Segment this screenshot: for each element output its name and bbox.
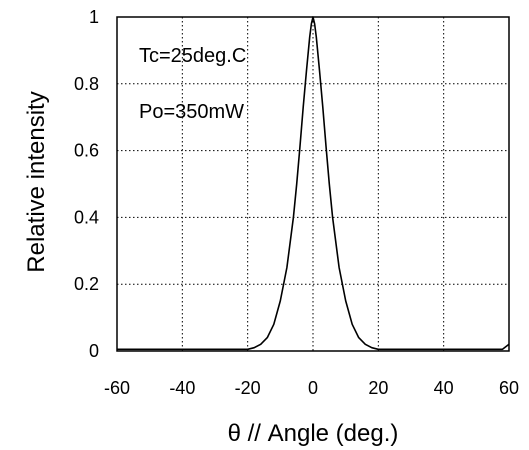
y-tick-label: 1 [89,7,99,27]
tick-labels: -60 -40 -20 0 20 40 60 0 0.2 0.4 0.6 0.8 1 [74,7,519,398]
intensity-curve [117,16,510,351]
y-axis-label: Relative intensity [23,91,50,272]
x-tick-label: -60 [104,378,130,398]
x-tick-label: -20 [235,378,261,398]
x-tick-label: 0 [308,378,318,398]
y-tick-label: 0.4 [74,207,99,227]
y-tick-label: 0.6 [74,141,99,161]
x-tick-label: 20 [368,378,388,398]
temperature-annotation: Tc=25deg.C [139,45,246,67]
grid [117,17,509,351]
y-tick-label: 0.2 [74,274,99,294]
series-layer [117,16,510,351]
power-annotation: Po=350mW [139,101,244,123]
x-tick-label: -40 [169,378,195,398]
axes [116,16,510,352]
plot-frame [116,16,510,352]
y-tick-label: 0.8 [74,74,99,94]
x-tick-label: 60 [499,378,519,398]
y-tick-label: 0 [89,341,99,361]
x-axis-label: θ // Angle (deg.) [228,420,399,447]
x-tick-label: 40 [434,378,454,398]
